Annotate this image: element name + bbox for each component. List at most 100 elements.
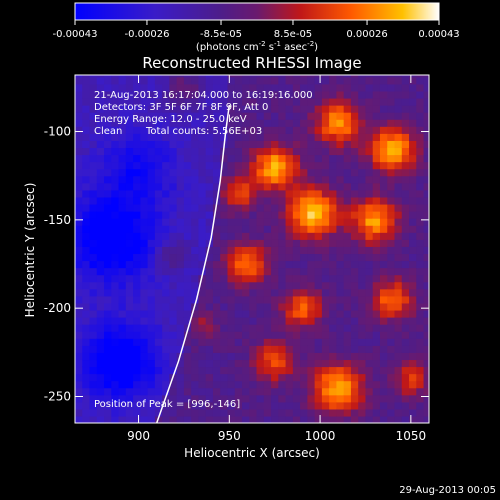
heatmap-cell	[336, 161, 345, 170]
heatmap-cell	[271, 288, 279, 297]
heatmap-cell	[285, 154, 294, 163]
heatmap-cell	[249, 345, 258, 353]
heatmap-cell	[300, 105, 308, 113]
heatmap-cell	[278, 366, 287, 375]
energy-range-text: Energy Range: 12.0 - 25.0 keV	[94, 114, 247, 125]
heatmap-cell	[300, 345, 308, 353]
heatmap-cell	[191, 161, 200, 170]
heatmap-cell	[242, 246, 250, 255]
heatmap-cell	[321, 302, 330, 311]
heatmap-cell	[89, 105, 98, 113]
heatmap-cell	[256, 288, 265, 297]
heatmap-cell	[212, 83, 221, 92]
heatmap-cell	[387, 97, 396, 106]
heatmap-cell	[169, 175, 178, 184]
heatmap-cell	[307, 295, 316, 304]
heatmap-cell	[329, 295, 338, 304]
heatmap-cell	[387, 189, 396, 198]
heatmap-cell	[336, 175, 345, 184]
heatmap-cell	[89, 394, 98, 403]
heatmap-cell	[401, 338, 410, 346]
heatmap-cell	[292, 253, 301, 262]
heatmap-cell	[176, 387, 185, 396]
heatmap-cell	[162, 380, 170, 389]
heatmap-cell	[191, 295, 200, 304]
heatmap-cell	[96, 274, 105, 283]
heatmap-cell	[372, 126, 381, 134]
heatmap-cell	[300, 267, 308, 276]
heatmap-cell	[314, 338, 323, 346]
heatmap-cell	[111, 161, 120, 170]
heatmap-cell	[140, 366, 149, 375]
heatmap-cell	[82, 246, 91, 255]
heatmap-cell	[314, 232, 323, 240]
heatmap-cell	[147, 76, 156, 85]
heatmap-cell	[169, 154, 178, 163]
heatmap-cell	[387, 408, 396, 417]
heatmap-cell	[125, 175, 134, 184]
heatmap-cell	[256, 281, 265, 290]
heatmap-cell	[379, 324, 388, 332]
heatmap-cell	[118, 211, 127, 219]
heatmap-cell	[300, 232, 308, 240]
heatmap-cell	[423, 352, 429, 361]
heatmap-cell	[176, 415, 185, 423]
heatmap-cell	[242, 90, 250, 99]
heatmap-cell	[314, 168, 323, 177]
heatmap-cell	[147, 324, 156, 332]
heatmap-cell	[242, 309, 250, 318]
heatmap-cell	[278, 295, 287, 304]
heatmap-cell	[140, 75, 149, 78]
heatmap-cell	[350, 253, 359, 262]
heatmap-cell	[212, 211, 221, 219]
heatmap-cell	[242, 324, 250, 332]
axis-ticks: 900 950 1000 1050-100-150-200-250	[44, 75, 429, 443]
heatmap-cell	[205, 189, 214, 198]
heatmap-cell	[307, 225, 316, 233]
heatmap-cell	[89, 345, 98, 353]
heatmap-cell	[212, 232, 221, 240]
heatmap-cell	[242, 253, 250, 262]
heatmap-cell	[191, 133, 200, 141]
heatmap-cell	[176, 394, 185, 403]
heatmap-cell	[409, 281, 417, 290]
heatmap-cell	[401, 203, 410, 212]
heatmap-cell	[278, 267, 287, 276]
heatmap-cell	[307, 408, 316, 417]
heatmap-cell	[154, 359, 163, 368]
heatmap-cell	[321, 253, 330, 262]
heatmap-cell	[285, 317, 294, 325]
heatmap-cell	[125, 196, 134, 205]
heatmap-cell	[292, 75, 301, 78]
heatmap-cell	[212, 331, 221, 339]
heatmap-cell	[111, 345, 120, 353]
heatmap-cell	[212, 182, 221, 191]
heatmap-cell	[169, 408, 178, 417]
heatmap-cell	[147, 182, 156, 191]
heatmap-cell	[125, 281, 134, 290]
heatmap-cell	[96, 387, 105, 396]
heatmap-cell	[125, 225, 134, 233]
heatmap-cell	[292, 105, 301, 113]
heatmap-cell	[89, 260, 98, 269]
heatmap-cell	[104, 75, 112, 78]
heatmap-cell	[409, 359, 417, 368]
heatmap-cell	[234, 203, 243, 212]
heatmap-cell	[249, 76, 258, 85]
heatmap-cell	[350, 97, 359, 106]
heatmap-cell	[256, 182, 265, 191]
heatmap-cell	[292, 211, 301, 219]
heatmap-cell	[271, 232, 279, 240]
heatmap-cell	[176, 105, 185, 113]
y-axis-label: Heliocentric Y (arcsec)	[23, 183, 37, 318]
heatmap-cell	[256, 140, 265, 149]
heatmap-cell	[140, 267, 149, 276]
heatmap-cell	[75, 76, 83, 85]
heatmap-cell	[89, 267, 98, 276]
heatmap-cell	[423, 338, 429, 346]
heatmap-cell	[212, 239, 221, 247]
heatmap-cell	[198, 415, 207, 423]
heatmap-cell	[423, 112, 429, 120]
heatmap-cell	[307, 182, 316, 191]
heatmap-cell	[212, 119, 221, 127]
